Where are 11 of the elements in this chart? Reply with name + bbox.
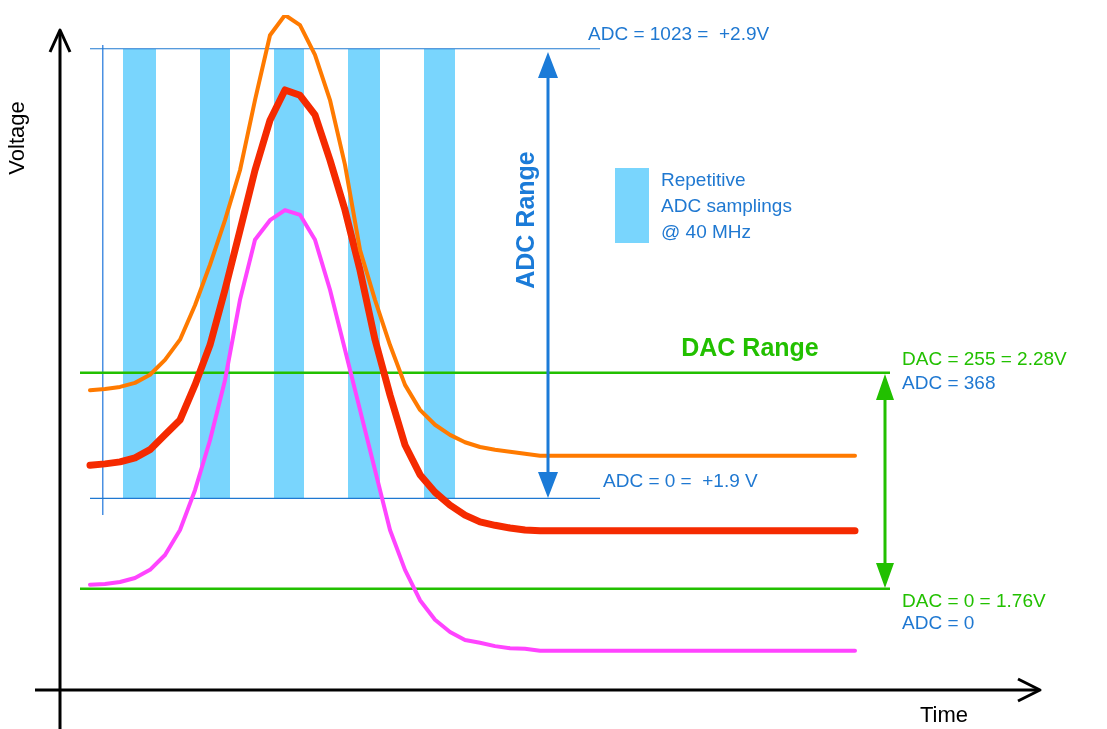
annotation: Repetitive ADC samplings @ 40 MHz (661, 169, 792, 243)
annotation: DAC = 255 = 2.28V (902, 348, 1068, 370)
annotation: DAC = 0 = 1.76V (902, 590, 1046, 612)
annotation: DAC Range (681, 332, 819, 361)
annotation: ADC Range (510, 151, 539, 289)
annotation: ADC = 0 (902, 612, 975, 634)
x-axis-title: Time (920, 702, 969, 728)
y-axis-title: Voltage (3, 101, 30, 175)
annotation: ADC = 0 = +1.9 V (603, 470, 759, 492)
annotation: ADC = 368 (902, 372, 996, 394)
annotation: ADC = 1023 = +2.9V (588, 23, 770, 45)
